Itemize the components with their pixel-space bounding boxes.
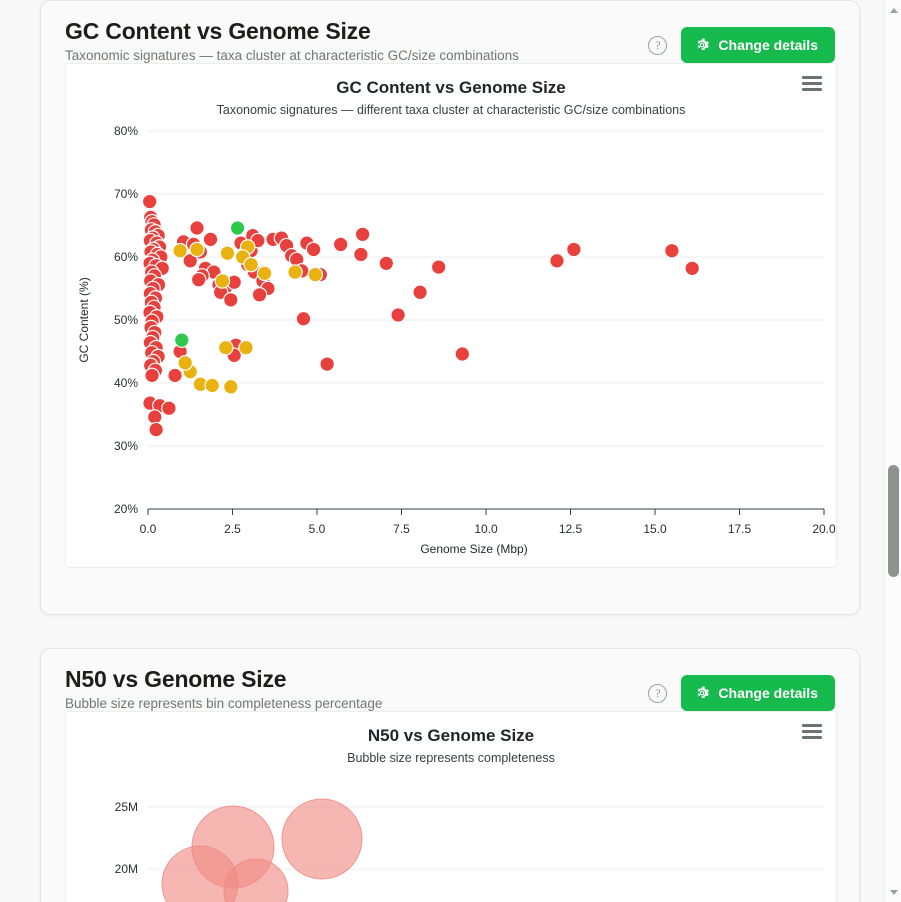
card-header-actions: ? Change details xyxy=(648,675,835,711)
svg-text:50%: 50% xyxy=(114,313,138,327)
change-details-label: Change details xyxy=(718,37,818,53)
svg-text:7.5: 7.5 xyxy=(393,522,410,536)
chart-menu-icon[interactable] xyxy=(802,76,822,91)
scroll-up-arrow[interactable] xyxy=(885,2,901,18)
svg-text:GC Content (%): GC Content (%) xyxy=(77,277,91,362)
svg-text:5.0: 5.0 xyxy=(309,522,326,536)
card-header-actions: ? Change details xyxy=(648,27,835,63)
change-details-button[interactable]: Change details xyxy=(681,675,835,711)
bubble-plot-svg: 25M 20M xyxy=(115,798,824,902)
chart-menu-icon[interactable] xyxy=(802,724,822,739)
svg-text:60%: 60% xyxy=(114,250,138,264)
card-subtitle: Bubble size represents bin completeness … xyxy=(65,696,383,711)
card-subtitle: Taxonomic signatures — taxa cluster at c… xyxy=(65,48,519,63)
help-icon[interactable]: ? xyxy=(648,35,668,55)
help-icon[interactable]: ? xyxy=(648,683,668,703)
scatter-plot-gc: 20% 30% 40% 50% 60% 70% 80% GC Content (%) 0.0 2.… xyxy=(66,117,836,567)
card-header: N50 vs Genome Size Bubble size represent… xyxy=(41,649,859,711)
svg-text:20.0: 20.0 xyxy=(812,522,836,536)
chart-title: GC Content vs Genome Size xyxy=(336,78,566,97)
change-details-button[interactable]: Change details xyxy=(681,27,835,63)
svg-text:0.0: 0.0 xyxy=(140,522,157,536)
svg-text:10.0: 10.0 xyxy=(474,522,498,536)
chart-title: N50 vs Genome Size xyxy=(367,726,535,745)
svg-text:25M: 25M xyxy=(115,800,138,814)
svg-text:Genome Size (Mbp): Genome Size (Mbp) xyxy=(420,542,527,556)
chart-subtitle: Bubble size represents completeness xyxy=(347,751,555,765)
svg-text:2.5: 2.5 xyxy=(224,522,241,536)
svg-text:40%: 40% xyxy=(114,376,138,390)
card-gc-content-vs-genome-size: GC Content vs Genome Size Taxonomic sign… xyxy=(40,0,860,615)
page-title: GC Content vs Genome Size xyxy=(65,18,371,44)
svg-text:80%: 80% xyxy=(114,124,138,138)
scroll-down-arrow[interactable] xyxy=(885,884,901,900)
vertical-scrollbar[interactable] xyxy=(884,0,901,902)
gear-icon xyxy=(698,38,710,50)
page-title: N50 vs Genome Size xyxy=(65,666,287,692)
chart-panel-n50: N50 vs Genome Size Bubble size represent… xyxy=(65,711,837,902)
svg-text:30%: 30% xyxy=(114,439,138,453)
card-n50-vs-genome-size: N50 vs Genome Size Bubble size represent… xyxy=(40,648,860,902)
change-details-label: Change details xyxy=(718,685,818,701)
chart-subtitle: Taxonomic signatures — different taxa cl… xyxy=(216,103,686,117)
card-header: GC Content vs Genome Size Taxonomic sign… xyxy=(41,1,859,63)
svg-text:20%: 20% xyxy=(114,502,138,516)
scrollbar-thumb[interactable] xyxy=(888,465,899,577)
scatter-plot-svg: 20% 30% 40% 50% 60% 70% 80% GC Content (%) 0.0 2.… xyxy=(77,124,836,556)
svg-text:15.0: 15.0 xyxy=(643,522,667,536)
svg-text:70%: 70% xyxy=(114,187,138,201)
svg-text:20M: 20M xyxy=(115,862,138,876)
svg-text:12.5: 12.5 xyxy=(559,522,583,536)
bubble-plot-n50: 25M 20M xyxy=(66,765,836,902)
chart-panel-gc: GC Content vs Genome Size Taxonomic sign… xyxy=(65,63,837,568)
svg-text:17.5: 17.5 xyxy=(728,522,752,536)
gear-icon xyxy=(698,686,710,698)
